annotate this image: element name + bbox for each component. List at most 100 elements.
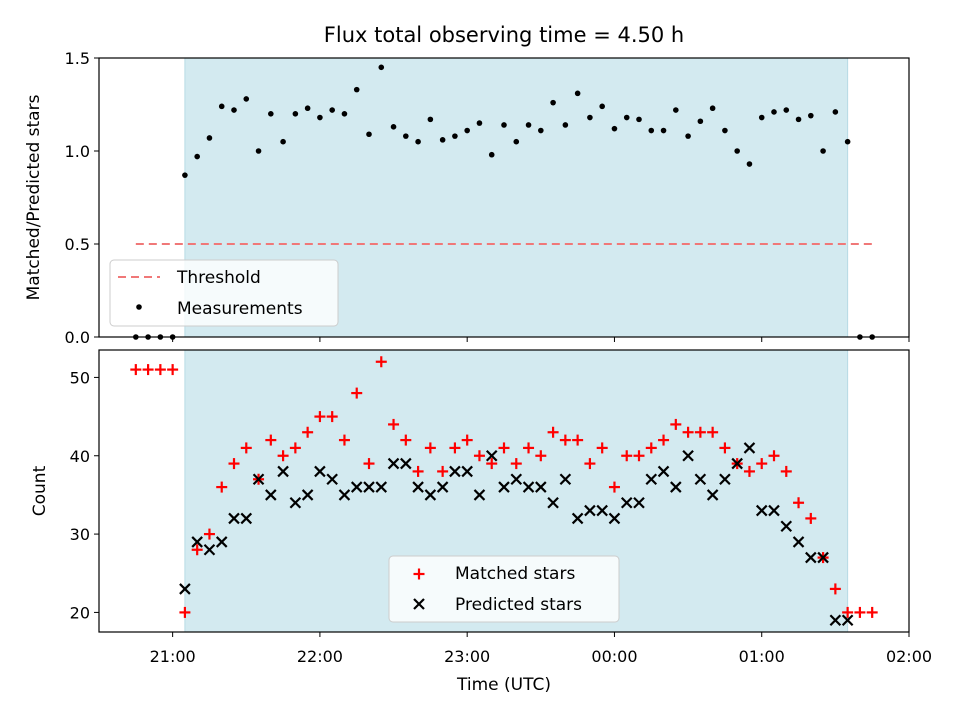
measurement-point	[685, 133, 691, 139]
predicted-star-point	[473, 489, 486, 501]
predicted-star-point	[571, 512, 584, 525]
x-mark-b	[829, 614, 842, 627]
measurement-point	[341, 111, 348, 117]
matched-star-point	[351, 387, 363, 399]
x-mark-b	[596, 504, 608, 517]
matched-star-point	[142, 364, 154, 376]
measurement-point	[709, 105, 716, 112]
measurement-point	[464, 127, 470, 134]
x-mark-b	[240, 512, 253, 525]
matched-star-point	[154, 364, 166, 376]
y-tick-label: 30	[70, 525, 90, 544]
x-axis-label: Time (UTC)	[456, 675, 551, 695]
x-tick-label: 01:00	[739, 647, 785, 666]
measurement-point	[525, 122, 532, 128]
matched-star-point	[130, 364, 142, 376]
predicted-star-point	[743, 442, 756, 454]
predicted-star-point	[252, 473, 265, 486]
matched-star-point	[645, 442, 657, 454]
matched-star-point	[314, 411, 326, 423]
measurement-point	[439, 137, 446, 143]
predicted-star-point	[314, 465, 326, 478]
x-mark-b	[608, 512, 621, 525]
x-mark-b	[412, 481, 424, 493]
count-y-axis-label: Count	[30, 465, 50, 516]
measurement-point	[476, 120, 483, 126]
x-mark-b	[436, 481, 449, 493]
matched-star-point	[621, 450, 633, 462]
x-mark-b	[326, 473, 338, 486]
x-mark-b	[215, 536, 228, 548]
matched-star-point	[572, 434, 584, 446]
measurement-point	[574, 90, 581, 97]
matched-star-point	[400, 434, 412, 446]
matched-star-point	[240, 442, 252, 454]
matched-star-point	[608, 481, 620, 493]
x-mark-b	[301, 489, 314, 501]
measurement-point	[611, 125, 618, 132]
predicted-star-point	[387, 457, 400, 470]
predicted-star-point	[706, 489, 719, 501]
y-tick-label: 1.0	[65, 142, 90, 161]
matched-star-point	[535, 450, 547, 462]
matched-star-point	[216, 481, 228, 493]
x-mark-b	[387, 457, 400, 470]
matched-star-point	[768, 450, 780, 462]
x-mark-b	[522, 481, 535, 493]
y-tick-label: 20	[70, 603, 90, 622]
predicted-star-point	[485, 449, 498, 462]
predicted-star-point	[400, 457, 412, 470]
matched-star-point	[829, 583, 841, 595]
matched-star-point	[473, 450, 485, 462]
x-mark-b	[485, 449, 498, 462]
measurement-point	[378, 64, 385, 71]
predicted-star-point	[829, 614, 842, 627]
x-mark-b	[498, 481, 510, 493]
matched-star-point	[584, 458, 596, 470]
legend-threshold-label: Threshold	[176, 268, 261, 288]
count-legend: Matched stars Predicted stars	[388, 555, 620, 623]
predicted-star-point	[203, 543, 216, 556]
x-tick-label: 22:00	[297, 647, 343, 666]
x-tick-label: 23:00	[444, 647, 490, 666]
measurement-point	[648, 127, 655, 134]
x-mark-b	[338, 489, 351, 501]
predicted-star-point	[780, 520, 793, 533]
measurement-point	[820, 148, 826, 154]
measurement-point	[292, 111, 299, 117]
ratio-legend: Threshold Measurements	[109, 259, 339, 327]
matched-star-point	[363, 458, 375, 470]
measurement-point	[353, 86, 360, 93]
measurement-point	[415, 138, 421, 145]
predicted-star-point	[670, 481, 682, 493]
predicted-star-point	[522, 481, 535, 493]
predicted-star-point	[338, 489, 351, 501]
x-mark-b	[743, 442, 756, 454]
predicted-star-point	[547, 496, 559, 509]
predicted-star-point	[682, 449, 694, 462]
matched-star-point	[842, 606, 854, 618]
predicted-star-point	[559, 473, 572, 486]
predicted-star-point	[645, 473, 658, 486]
x-mark-b	[424, 489, 437, 501]
measurement-point	[329, 107, 335, 113]
ratio-panel: 0.0 0.5 1.0 1.5 Flux total observing time =…	[24, 23, 910, 347]
predicted-star-point	[191, 536, 203, 548]
measurement-point	[194, 153, 200, 160]
measurement-point	[783, 107, 790, 113]
x-mark-b	[314, 465, 326, 478]
measurement-point	[206, 135, 213, 141]
count-panel-frame	[98, 349, 910, 633]
predicted-star-point	[301, 489, 314, 501]
y-tick-label: 50	[70, 368, 90, 387]
count-marks	[130, 356, 878, 627]
ratio-ticks: 0.0 0.5 1.0 1.5	[65, 49, 910, 347]
legend-matched-label: Matched stars	[455, 564, 575, 584]
legend-measurement-swatch	[136, 304, 142, 310]
matched-star-point	[388, 418, 400, 430]
x-mark-b	[547, 496, 559, 509]
count-ticks: 20 30 40 50 21:00 22:00 23:00 00:00 01:00 02:00	[70, 368, 932, 666]
matched-star-point	[596, 442, 608, 454]
predicted-star-point	[719, 473, 731, 486]
